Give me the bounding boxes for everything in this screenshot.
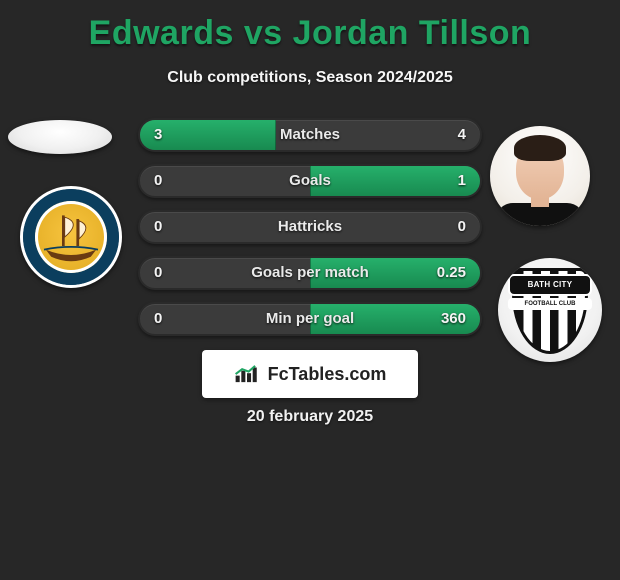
stat-value-right: 1 (444, 166, 480, 196)
club-badge-left (20, 186, 122, 288)
stat-value-right: 0 (444, 212, 480, 242)
stat-row: 0Goals1 (138, 164, 482, 198)
brand-text: FcTables.com (268, 364, 387, 385)
stat-value-right: 360 (427, 304, 480, 334)
stat-value-right: 4 (444, 120, 480, 150)
stats-panel: 3Matches40Goals10Hattricks00Goals per ma… (138, 118, 482, 348)
stat-label: Matches (140, 120, 480, 150)
club-badge-right-sublabel: FOOTBALL CLUB (508, 298, 592, 310)
player-left-avatar (8, 120, 112, 154)
stat-label: Hattricks (140, 212, 480, 242)
player-right-avatar (490, 126, 590, 226)
stat-row: 0Goals per match0.25 (138, 256, 482, 290)
brand-box: FcTables.com (202, 350, 418, 398)
page-title: Edwards vs Jordan Tillson (0, 0, 620, 53)
date-text: 20 february 2025 (0, 408, 620, 426)
page-subtitle: Club competitions, Season 2024/2025 (0, 69, 620, 87)
player-face-icon (504, 135, 576, 225)
club-badge-right-label: BATH CITY (508, 274, 592, 296)
stat-row: 0Min per goal360 (138, 302, 482, 336)
club-badge-right: BATH CITY FOOTBALL CLUB (498, 258, 602, 362)
stat-row: 0Hattricks0 (138, 210, 482, 244)
stat-value-right: 0.25 (423, 258, 480, 288)
stat-row: 3Matches4 (138, 118, 482, 152)
bar-chart-icon (234, 363, 260, 385)
stat-label: Goals (140, 166, 480, 196)
ship-icon (35, 201, 107, 273)
